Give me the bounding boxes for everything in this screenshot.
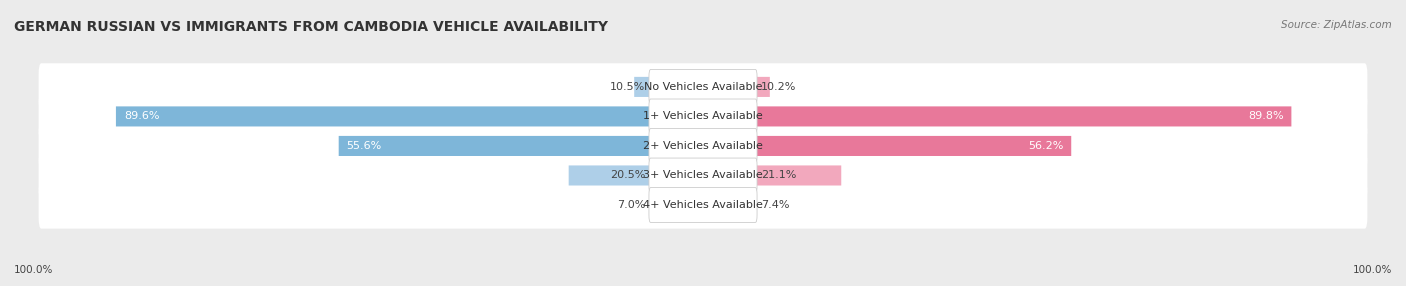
Text: 100.0%: 100.0%: [1353, 265, 1392, 275]
FancyBboxPatch shape: [650, 128, 756, 163]
FancyBboxPatch shape: [38, 152, 1368, 199]
Text: 3+ Vehicles Available: 3+ Vehicles Available: [643, 170, 763, 180]
Text: 89.8%: 89.8%: [1249, 112, 1284, 122]
FancyBboxPatch shape: [657, 195, 703, 215]
Text: 56.2%: 56.2%: [1028, 141, 1063, 151]
FancyBboxPatch shape: [650, 188, 756, 223]
Text: Source: ZipAtlas.com: Source: ZipAtlas.com: [1281, 20, 1392, 30]
FancyBboxPatch shape: [703, 136, 1071, 156]
Text: 100.0%: 100.0%: [14, 265, 53, 275]
Text: 20.5%: 20.5%: [610, 170, 645, 180]
FancyBboxPatch shape: [339, 136, 703, 156]
FancyBboxPatch shape: [650, 99, 756, 134]
FancyBboxPatch shape: [703, 165, 841, 186]
FancyBboxPatch shape: [703, 195, 751, 215]
Text: No Vehicles Available: No Vehicles Available: [644, 82, 762, 92]
FancyBboxPatch shape: [38, 63, 1368, 110]
Text: GERMAN RUSSIAN VS IMMIGRANTS FROM CAMBODIA VEHICLE AVAILABILITY: GERMAN RUSSIAN VS IMMIGRANTS FROM CAMBOD…: [14, 20, 607, 34]
FancyBboxPatch shape: [634, 77, 703, 97]
Text: 10.5%: 10.5%: [610, 82, 645, 92]
FancyBboxPatch shape: [38, 93, 1368, 140]
FancyBboxPatch shape: [703, 77, 770, 97]
Text: 55.6%: 55.6%: [346, 141, 382, 151]
Text: 2+ Vehicles Available: 2+ Vehicles Available: [643, 141, 763, 151]
FancyBboxPatch shape: [703, 106, 1291, 126]
Text: 7.4%: 7.4%: [761, 200, 789, 210]
Text: 10.2%: 10.2%: [761, 82, 796, 92]
Text: 89.6%: 89.6%: [124, 112, 159, 122]
FancyBboxPatch shape: [650, 69, 756, 104]
Text: 1+ Vehicles Available: 1+ Vehicles Available: [643, 112, 763, 122]
Text: 4+ Vehicles Available: 4+ Vehicles Available: [643, 200, 763, 210]
FancyBboxPatch shape: [38, 122, 1368, 170]
FancyBboxPatch shape: [650, 158, 756, 193]
FancyBboxPatch shape: [568, 165, 703, 186]
Text: 7.0%: 7.0%: [617, 200, 645, 210]
FancyBboxPatch shape: [38, 181, 1368, 229]
FancyBboxPatch shape: [115, 106, 703, 126]
Text: 21.1%: 21.1%: [761, 170, 796, 180]
